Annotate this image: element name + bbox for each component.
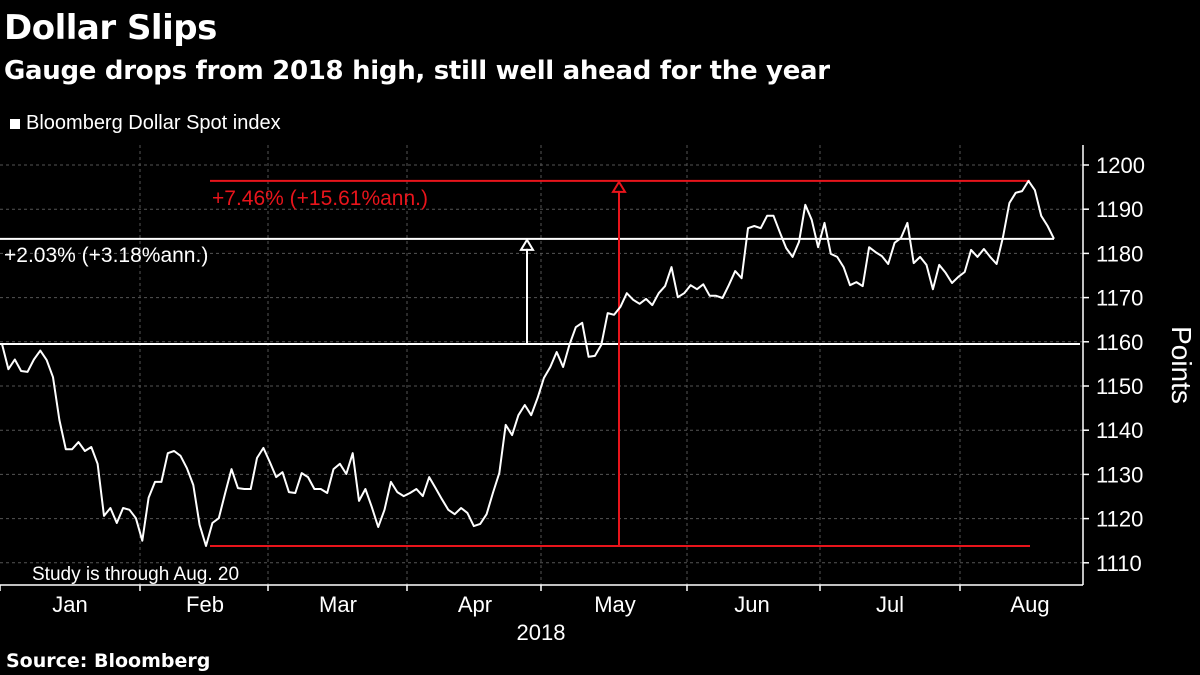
legend: Bloomberg Dollar Spot index <box>10 112 281 135</box>
y-tick-label: 1190 <box>1096 197 1143 222</box>
low-high-arrow-head-icon <box>611 179 627 193</box>
x-tick-label: Jun <box>734 592 769 617</box>
study-note: Study is through Aug. 20 <box>32 564 239 585</box>
low-high-label: +7.46% (+15.61%ann.) <box>212 187 428 210</box>
y-axis-title: Points <box>1166 326 1197 404</box>
source-note: Source: Bloomberg <box>6 650 211 672</box>
y-tick-label: 1200 <box>1096 153 1145 178</box>
y-tick-label: 1120 <box>1096 507 1143 532</box>
x-tick-label: May <box>594 592 636 617</box>
x-tick-label: Feb <box>186 592 224 617</box>
x-tick-label: Mar <box>319 592 357 617</box>
y-tick-label: 1110 <box>1096 551 1142 576</box>
y-tick-label: 1150 <box>1096 374 1143 399</box>
legend-label: Bloomberg Dollar Spot index <box>26 112 281 134</box>
x-axis-title: 2018 <box>517 620 566 645</box>
x-tick-label: Jul <box>876 592 904 617</box>
x-tick-label: Jan <box>52 592 87 617</box>
legend-swatch <box>10 118 20 129</box>
x-tick-label: Aug <box>1010 592 1049 617</box>
y-tick-label: 1130 <box>1096 462 1143 487</box>
chart-subtitle: Gauge drops from 2018 high, still well a… <box>4 56 830 86</box>
y-tick-label: 1180 <box>1096 241 1143 266</box>
y-tick-label: 1140 <box>1096 418 1143 443</box>
chart-title: Dollar Slips <box>4 8 217 48</box>
ytd-arrow-head-icon <box>519 237 535 251</box>
series-line-dollar-index <box>1 179 1055 547</box>
y-tick-label: 1170 <box>1096 286 1143 311</box>
x-tick-label: Apr <box>458 592 492 617</box>
y-tick-label: 1160 <box>1096 330 1143 355</box>
ytd-label: +2.03% (+3.18%ann.) <box>4 244 208 267</box>
